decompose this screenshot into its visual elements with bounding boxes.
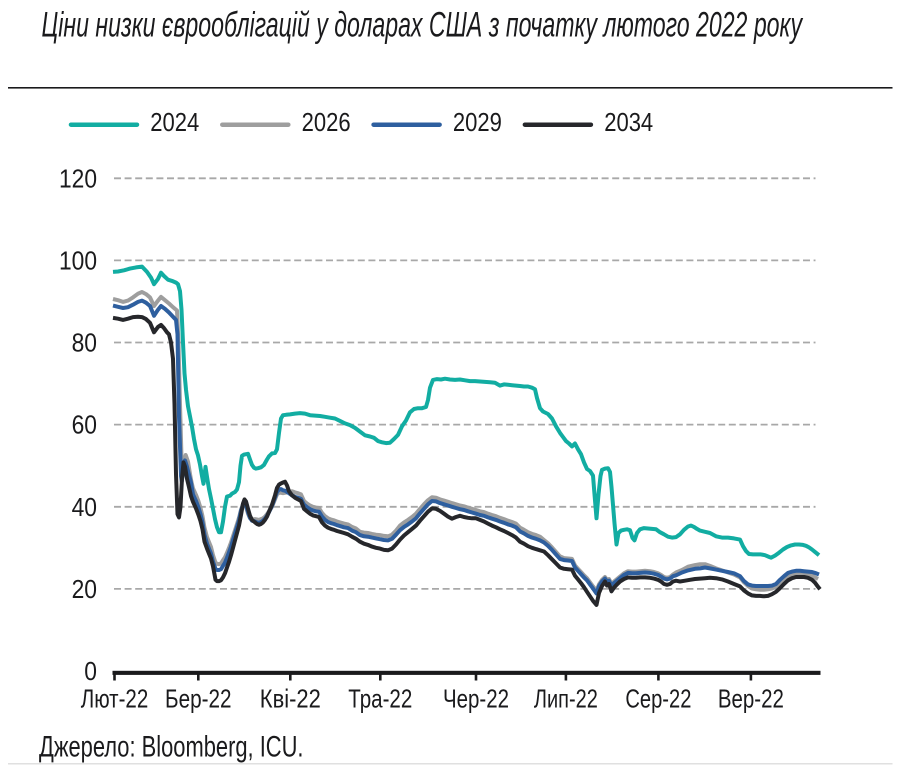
svg-text:Джерело: Bloomberg, ICU.: Джерело: Bloomberg, ICU.	[39, 731, 304, 764]
svg-text:0: 0	[84, 656, 97, 686]
svg-text:60: 60	[72, 410, 97, 440]
svg-text:Бер-22: Бер-22	[165, 684, 232, 714]
svg-text:Чер-22: Чер-22	[443, 684, 509, 714]
svg-text:2026: 2026	[302, 107, 351, 137]
svg-text:Вер-22: Вер-22	[718, 684, 784, 714]
svg-text:Тра-22: Тра-22	[348, 684, 412, 714]
svg-text:40: 40	[72, 492, 97, 522]
svg-text:Ціни низки єврооблігацій у дол: Ціни низки єврооблігацій у доларах США з…	[42, 5, 804, 45]
svg-text:Сер-22: Сер-22	[625, 684, 691, 714]
svg-text:2034: 2034	[604, 107, 653, 137]
svg-text:80: 80	[72, 328, 97, 358]
svg-text:Кві-22: Кві-22	[260, 684, 321, 714]
svg-text:Лип-22: Лип-22	[534, 684, 598, 714]
svg-text:2029: 2029	[453, 107, 502, 137]
svg-text:120: 120	[59, 163, 97, 193]
svg-text:100: 100	[59, 245, 97, 275]
svg-text:20: 20	[72, 574, 97, 604]
svg-text:Лют-22: Лют-22	[81, 684, 149, 714]
svg-text:2024: 2024	[150, 107, 199, 137]
